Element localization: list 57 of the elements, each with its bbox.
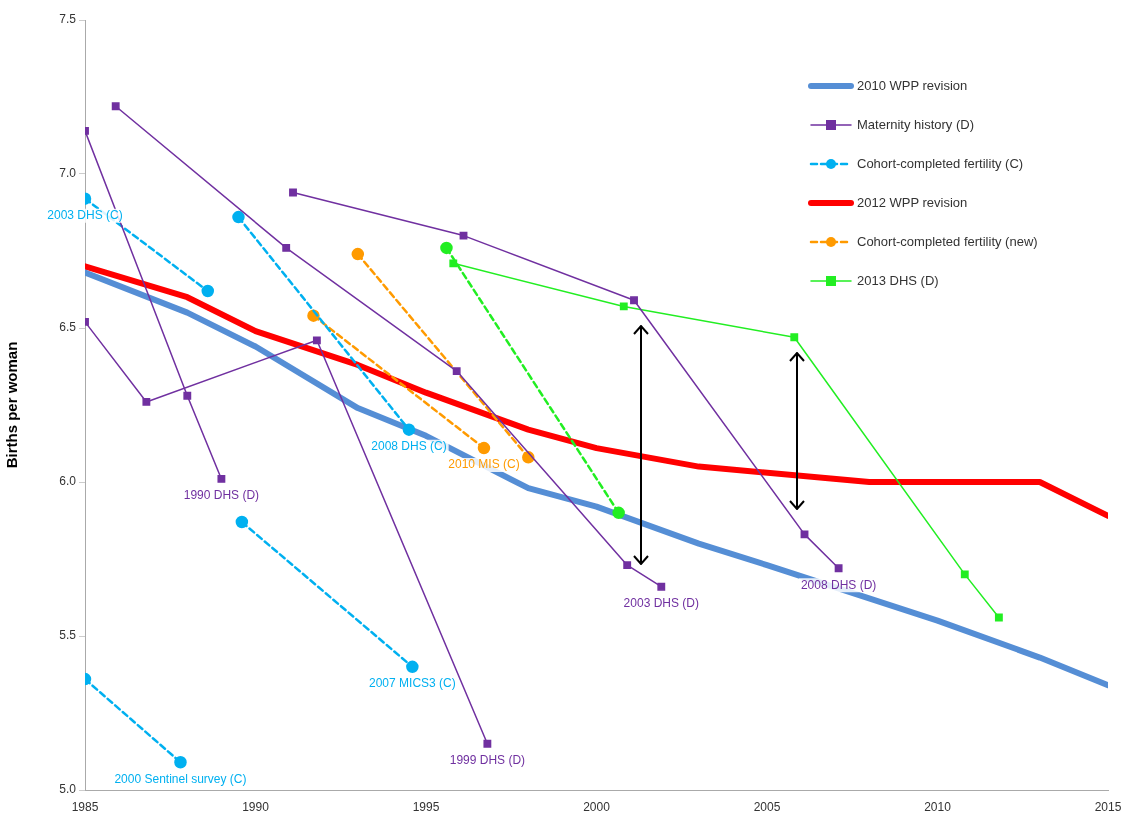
point — [351, 247, 365, 261]
point — [217, 474, 226, 483]
point — [790, 333, 799, 342]
annotation: 2000 Sentinel survey (C) — [114, 771, 247, 786]
point — [111, 102, 120, 111]
point — [289, 188, 297, 197]
x-tick-label: 1995 — [412, 799, 440, 814]
legend-label: 2010 WPP revision — [857, 78, 968, 94]
annotation: 1990 DHS (D) — [183, 488, 260, 503]
point — [800, 530, 809, 539]
x-tick-label: 1985 — [71, 799, 99, 814]
annotation: 2007 MICS3 (C) — [369, 676, 456, 691]
annotation: 2003 DHS (D) — [623, 596, 699, 611]
annotation: 1999 DHS (D) — [449, 753, 526, 768]
point — [232, 210, 245, 224]
x-tick-label: 2000 — [583, 799, 611, 814]
point — [994, 613, 1003, 622]
point — [612, 506, 625, 520]
point — [483, 739, 492, 748]
point — [452, 367, 461, 376]
point — [312, 336, 321, 345]
y-tick-label: 6.5 — [59, 320, 77, 335]
point — [440, 241, 453, 255]
legend-label: Maternity history (D) — [857, 117, 975, 133]
point — [406, 660, 419, 674]
y-axis-title: Births per woman — [3, 341, 21, 469]
point — [142, 397, 151, 406]
point — [834, 564, 843, 573]
point — [282, 243, 291, 252]
point — [960, 570, 969, 579]
y-tick-label: 5.0 — [59, 782, 77, 797]
legend-label: Cohort-completed fertility (new) — [857, 234, 1038, 250]
annotation: 2008 DHS (C) — [371, 438, 447, 453]
legend-label: Cohort-completed fertility (C) — [857, 156, 1024, 172]
x-tick-label: 2010 — [924, 799, 952, 814]
x-tick-label: 2015 — [1094, 799, 1122, 814]
point — [630, 296, 638, 305]
point — [459, 231, 468, 240]
annotation: 2010 MIS (C) — [448, 457, 520, 472]
legend-label: 2012 WPP revision — [857, 195, 968, 211]
y-tick-label: 7.5 — [59, 12, 77, 27]
legend-label: 2013 DHS (D) — [857, 273, 939, 289]
point — [657, 582, 666, 591]
point — [623, 561, 632, 570]
point — [183, 391, 192, 400]
annotation: 2008 DHS (D) — [800, 577, 877, 592]
point — [235, 515, 249, 529]
point — [402, 423, 416, 436]
y-tick-label: 5.5 — [59, 628, 77, 643]
y-tick-label: 7.0 — [59, 166, 77, 181]
x-tick-label: 2005 — [753, 799, 781, 814]
point — [619, 302, 628, 311]
point — [449, 259, 458, 268]
x-tick-label: 1990 — [242, 799, 270, 814]
annotation: 2003 DHS (C) — [47, 207, 123, 222]
y-tick-label: 6.0 — [59, 474, 77, 489]
point — [477, 441, 491, 455]
